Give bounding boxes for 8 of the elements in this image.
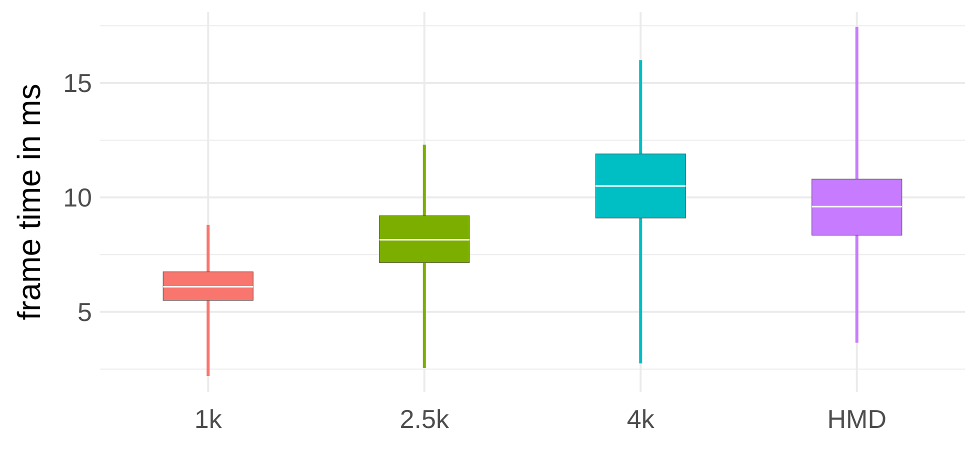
y-axis-title: frame time in ms (11, 84, 47, 320)
y-tick-label: 10 (63, 182, 92, 213)
x-tick-label: 2.5k (400, 404, 450, 434)
x-tick-label: 4k (626, 404, 656, 434)
y-tick-label: 15 (63, 68, 92, 98)
x-tick-label: 1k (194, 404, 223, 434)
y-tick-label: 5 (78, 296, 92, 327)
x-tick-label: HMD (827, 404, 886, 434)
